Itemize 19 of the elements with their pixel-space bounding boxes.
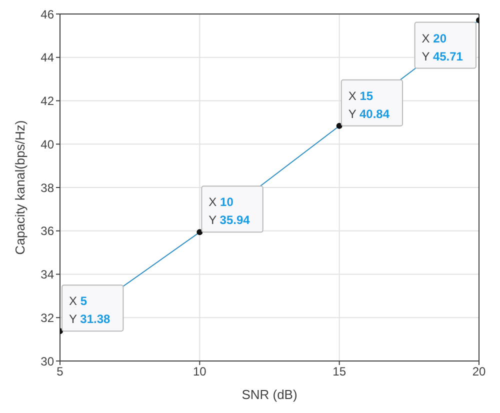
- y-axis-title: Capacity kanal(bps/Hz): [12, 120, 28, 255]
- y-tick-label: 30: [40, 354, 54, 368]
- y-tick-label: 44: [40, 50, 54, 65]
- annotation: X 10 Y 35.94: [208, 195, 250, 228]
- y-tick-label: 42: [40, 94, 54, 108]
- x-tick-label: 10: [192, 364, 207, 379]
- y-tick-label: 38: [40, 180, 54, 195]
- annotation: X 15 Y 40.84: [348, 88, 390, 121]
- y-tick-label: 46: [40, 7, 54, 22]
- y-tick-label: 32: [40, 310, 54, 325]
- x-tick-label: 20: [472, 364, 486, 379]
- x-axis-title: SNR (dB): [242, 387, 298, 402]
- x-tick-label: 15: [332, 364, 346, 379]
- y-tick-label: 36: [40, 224, 54, 238]
- y-tick-label: 34: [40, 268, 54, 282]
- x-tick-label: 5: [56, 364, 64, 379]
- y-tick-label: 40: [40, 137, 54, 152]
- annotation: X 5 Y 31.38: [69, 294, 110, 326]
- annotation: X 20 Y 45.71: [422, 31, 464, 64]
